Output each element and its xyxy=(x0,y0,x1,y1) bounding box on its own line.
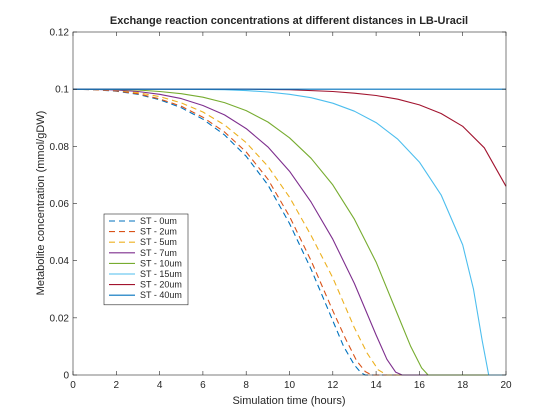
x-tick-label: 12 xyxy=(327,380,339,391)
x-tick-label: 8 xyxy=(243,380,249,391)
legend-label-3: ST - 7um xyxy=(140,248,177,258)
legend-label-6: ST - 20um xyxy=(140,280,182,290)
x-tick-label: 6 xyxy=(200,380,206,391)
x-tick-label: 4 xyxy=(157,380,163,391)
series-line-4 xyxy=(73,88,506,376)
x-tick-label: 10 xyxy=(284,380,296,391)
legend-label-0: ST - 0um xyxy=(140,216,177,226)
x-axis-label: Simulation time (hours) xyxy=(232,395,345,407)
chart-title: Exchange reaction concentrations at diff… xyxy=(110,15,468,27)
y-tick-label: 0 xyxy=(63,371,69,382)
y-tick-label: 0.08 xyxy=(50,142,70,153)
legend-box xyxy=(103,213,189,306)
legend-label-7: ST - 40um xyxy=(140,290,182,300)
y-tick-label: 0.02 xyxy=(50,313,70,324)
axes-layer: 0 2 4 6 8 10 12 14 16 18 20 0 0.02 0.04 0.06 0.08 0.1 0.1… xyxy=(50,28,512,392)
x-tick-label: 16 xyxy=(414,380,426,391)
y-tick-label: 0.06 xyxy=(50,199,70,210)
y-tick-label: 0.04 xyxy=(50,256,70,267)
plot-area xyxy=(73,32,506,375)
x-tick-label: 20 xyxy=(500,380,512,391)
series-line-2 xyxy=(72,88,506,376)
x-tick-label: 2 xyxy=(114,380,120,391)
y-tick-label: 0.1 xyxy=(55,85,69,96)
x-tick-label: 14 xyxy=(371,380,383,391)
series-line-1 xyxy=(72,88,506,376)
legend-label-4: ST - 10um xyxy=(140,258,182,268)
legend-label-1: ST - 2um xyxy=(140,227,177,237)
y-axis-label: Metabolite concentration (mmol/gDW) xyxy=(35,111,47,296)
legend-label-2: ST - 5um xyxy=(140,237,177,247)
x-tick-label: 18 xyxy=(457,380,469,391)
series-line-3 xyxy=(72,88,506,376)
x-tick-label: 0 xyxy=(70,380,76,391)
y-tick-label: 0.12 xyxy=(50,28,70,39)
legend-label-5: ST - 15um xyxy=(140,269,182,279)
series-layer xyxy=(72,88,507,376)
